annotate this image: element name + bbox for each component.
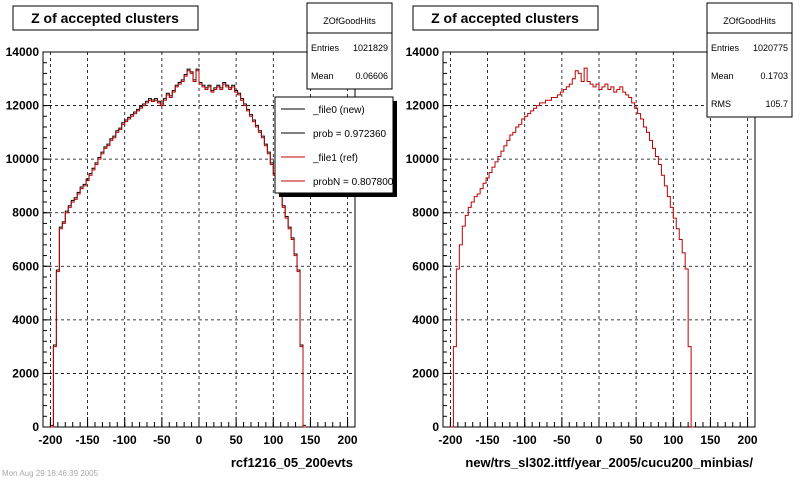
title-box <box>12 5 199 31</box>
y-tick-label: 10000 <box>406 152 440 166</box>
stats-name: ZOfGoodHits <box>323 16 376 26</box>
y-tick-label: 8000 <box>12 206 39 220</box>
y-tick-label: 4000 <box>12 313 39 327</box>
title-box <box>412 5 599 31</box>
x-tick-label: 0 <box>196 433 203 447</box>
y-tick-label: 8000 <box>412 206 439 220</box>
series-line-1 <box>50 68 306 426</box>
legend-label: _file0 (new) <box>312 105 365 116</box>
legend-label: prob = 0.972360 <box>313 129 387 140</box>
x-tick-label: 150 <box>300 433 320 447</box>
footer-stamp: Mon Aug 29 18:46:39 2005 <box>2 469 99 478</box>
stats-box <box>706 2 793 118</box>
legend-label: probN = 0.807800 <box>313 177 394 188</box>
stats-value: 0.06606 <box>355 71 388 81</box>
chart-title: Z of accepted clusters <box>431 10 579 26</box>
y-tick-label: 14000 <box>406 45 440 59</box>
x-tick-label: 200 <box>338 433 358 447</box>
y-tick-label: 4000 <box>412 313 439 327</box>
y-tick-label: 6000 <box>12 259 39 273</box>
stats-label: Mean <box>311 71 334 81</box>
x-tick-label: 200 <box>738 433 758 447</box>
series-line-1 <box>450 67 695 428</box>
legend: _file0 (new) prob = 0.972360 _file1 (ref) p… <box>274 96 394 194</box>
stats-value: 1020775 <box>753 43 788 53</box>
x-tick-label: 150 <box>700 433 720 447</box>
x-tick-label: -200 <box>438 433 462 447</box>
stats-label: Mean <box>711 71 734 81</box>
y-tick-label: 12000 <box>6 99 40 113</box>
x-tick-label: -150 <box>76 433 100 447</box>
y-tick-label: 10000 <box>6 152 40 166</box>
stats-value: 105.7 <box>765 99 788 109</box>
x-tick-label: -100 <box>113 433 137 447</box>
x-axis-label: rcf1216_05_200evts <box>231 455 353 470</box>
legend-box <box>274 96 394 194</box>
x-axis-label: new/trs_sl302.ittf/year_2005/cucu200_min… <box>465 455 753 470</box>
y-tick-label: 2000 <box>12 366 39 380</box>
stats-name: ZOfGoodHits <box>723 16 776 26</box>
y-tick-label: 0 <box>432 420 439 434</box>
y-tick-label: 0 <box>32 420 39 434</box>
stats-value: 0.1703 <box>760 71 788 81</box>
stats-label: Entries <box>311 43 340 53</box>
y-tick-label: 14000 <box>6 45 40 59</box>
y-tick-label: 6000 <box>412 259 439 273</box>
stats-box <box>306 2 393 90</box>
stats-label: RMS <box>711 99 731 109</box>
y-tick-label: 2000 <box>412 366 439 380</box>
x-tick-label: -50 <box>153 433 171 447</box>
x-tick-label: 100 <box>263 433 283 447</box>
series-line-2 <box>50 70 306 428</box>
legend-label: _file1 (ref) <box>312 153 358 164</box>
x-tick-label: 50 <box>629 433 643 447</box>
x-tick-label: -150 <box>476 433 500 447</box>
x-tick-label: 100 <box>663 433 683 447</box>
x-tick-label: -100 <box>513 433 537 447</box>
x-tick-label: 0 <box>596 433 603 447</box>
x-tick-label: -200 <box>38 433 62 447</box>
chart-title: Z of accepted clusters <box>31 10 179 26</box>
x-tick-label: 50 <box>229 433 243 447</box>
y-tick-label: 12000 <box>406 99 440 113</box>
stats-label: Entries <box>711 43 740 53</box>
stats-value: 1021829 <box>353 43 388 53</box>
x-tick-label: -50 <box>553 433 571 447</box>
